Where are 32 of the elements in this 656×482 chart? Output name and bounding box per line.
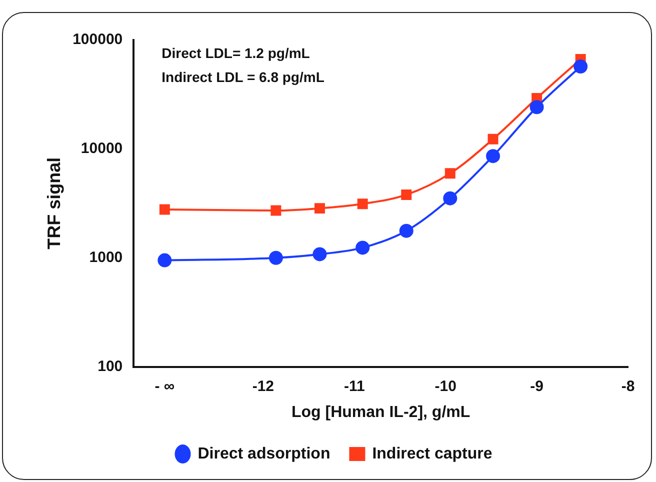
point: [270, 205, 282, 216]
point: [530, 100, 544, 114]
point: [312, 247, 327, 262]
annotation: Indirect LDL = 6.8 pg/mL: [162, 68, 325, 85]
x-tick-label: - ∞: [154, 378, 175, 395]
x-tick-label: -11: [344, 378, 365, 395]
x-tick-label: -12: [252, 378, 274, 395]
x-axis-title: Log [Human IL-2], g/mL: [292, 404, 470, 421]
point: [356, 240, 370, 255]
point: [268, 250, 283, 265]
point: [444, 168, 456, 179]
y-tick-label: 1000: [89, 249, 123, 266]
x-tick-label: -8: [621, 378, 635, 395]
y-tick-label: 100000: [72, 31, 123, 48]
x-tick-label: -10: [434, 378, 456, 395]
point: [399, 224, 414, 238]
y-tick-label: 10000: [80, 140, 123, 158]
x-tick-label: -9: [530, 378, 544, 395]
point: [357, 198, 368, 210]
point: [401, 189, 412, 200]
point: [486, 149, 500, 164]
point: [488, 134, 498, 144]
point: [159, 204, 170, 215]
legend-label: Indirect capture: [372, 445, 492, 462]
point: [158, 253, 172, 268]
y-tick-label: 100: [98, 358, 123, 375]
legend-label: Direct adsorption: [198, 445, 330, 462]
point: [574, 60, 588, 74]
y-axis-title: TRF signal: [44, 157, 64, 250]
annotation: Direct LDL= 1.2 pg/mL: [162, 44, 310, 61]
point: [443, 191, 458, 206]
point: [314, 203, 325, 214]
